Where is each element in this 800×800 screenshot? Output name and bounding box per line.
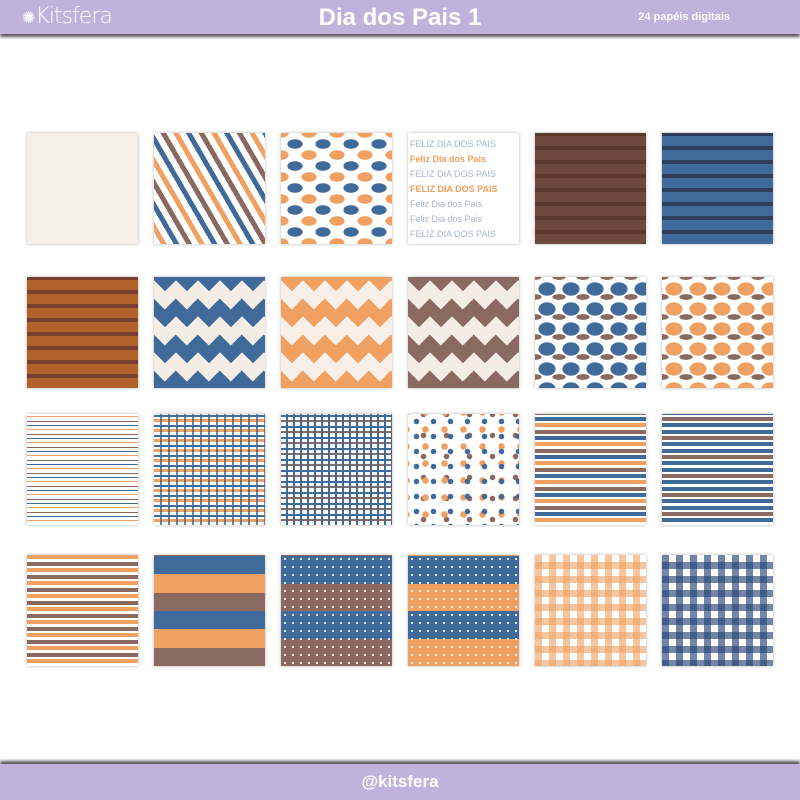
tile-text: FELIZ DIA DOS PAIS — [410, 184, 498, 194]
paper-tile — [281, 277, 392, 388]
paper-tile — [535, 277, 646, 388]
paper-tile — [535, 133, 646, 244]
fan-icon: ✺ — [22, 8, 35, 27]
paper-tile — [535, 414, 646, 525]
paper-tile — [27, 414, 138, 525]
kitsfera-logo: ✺Kitsfera — [22, 4, 113, 29]
paper-tile — [535, 555, 646, 666]
tile-text: Feliz Dia dos Pais — [410, 154, 487, 164]
social-handle: @kitsfera — [361, 772, 439, 791]
paper-tile — [27, 277, 138, 388]
paper-tile: FELIZ DIA DOS PAIS Feliz Dia dos Pais FE… — [408, 133, 519, 244]
paper-tile — [281, 133, 392, 244]
paper-tile — [281, 555, 392, 666]
paper-tile — [408, 555, 519, 666]
paper-tile — [408, 414, 519, 525]
paper-tile — [662, 277, 773, 388]
paper-tile — [154, 555, 265, 666]
tile-text: Feliz Dia dos Pais — [410, 199, 483, 209]
paper-tile — [281, 414, 392, 525]
paper-tile — [154, 277, 265, 388]
paper-count: 24 papéis digitais — [638, 11, 730, 23]
paper-tile — [27, 133, 138, 244]
footer-banner: @kitsfera — [0, 764, 800, 800]
paper-tile — [154, 133, 265, 244]
page-title: Dia dos Pais 1 — [318, 4, 482, 31]
paper-tile — [154, 414, 265, 525]
tile-text: FELIZ DIA DOS PAIS — [410, 169, 496, 179]
tile-text: Feliz Dia dos Pais — [410, 214, 483, 224]
paper-tile — [408, 277, 519, 388]
paper-tile — [662, 133, 773, 244]
tile-text: FELIZ DIA DOS PAIS — [410, 139, 496, 149]
tile-text: FELIZ DIA DOS PAIS — [410, 229, 496, 239]
logo-text: Kitsfera — [35, 4, 112, 29]
paper-tile — [27, 555, 138, 666]
paper-tile — [662, 414, 773, 525]
header-banner: ✺Kitsfera Dia dos Pais 1 24 papéis digit… — [0, 0, 800, 34]
paper-tile — [662, 555, 773, 666]
